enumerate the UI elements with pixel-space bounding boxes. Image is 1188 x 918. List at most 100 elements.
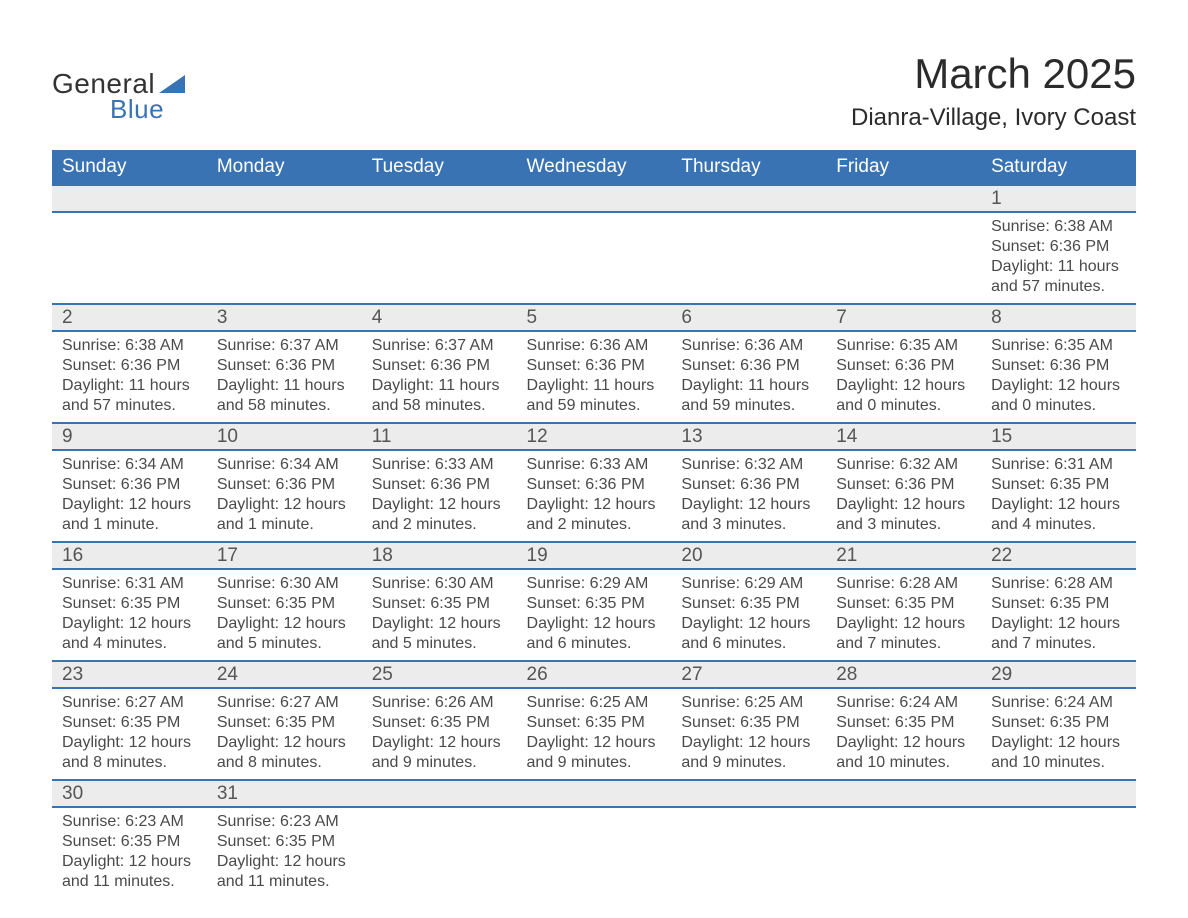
daylight-text: Daylight: 12 hours and 9 minutes. — [372, 733, 507, 773]
day-number-row: 9101112131415 — [52, 423, 1136, 450]
daylight-text: Daylight: 11 hours and 57 minutes. — [991, 257, 1126, 297]
day-number: 28 — [836, 664, 857, 685]
day-number: 9 — [62, 426, 73, 447]
day-number: 13 — [681, 426, 702, 447]
day-content-cell: Sunrise: 6:30 AMSunset: 6:35 PMDaylight:… — [362, 569, 517, 661]
day-number: 16 — [62, 545, 83, 566]
sunrise-text: Sunrise: 6:31 AM — [62, 574, 197, 594]
weekday-header: Tuesday — [362, 150, 517, 185]
day-number: 4 — [372, 307, 383, 328]
sunset-text: Sunset: 6:35 PM — [217, 594, 352, 614]
day-content-cell: Sunrise: 6:23 AMSunset: 6:35 PMDaylight:… — [207, 807, 362, 898]
day-number: 25 — [372, 664, 393, 685]
sunrise-text: Sunrise: 6:28 AM — [836, 574, 971, 594]
day-number-cell — [671, 185, 826, 212]
day-number: 8 — [991, 307, 1002, 328]
day-number: 6 — [681, 307, 692, 328]
day-number-cell: 22 — [981, 542, 1136, 569]
day-content-cell: Sunrise: 6:24 AMSunset: 6:35 PMDaylight:… — [826, 688, 981, 780]
day-number: 23 — [62, 664, 83, 685]
weekday-header: Thursday — [671, 150, 826, 185]
day-number-cell: 18 — [362, 542, 517, 569]
day-content-cell: Sunrise: 6:28 AMSunset: 6:35 PMDaylight:… — [826, 569, 981, 661]
weekday-header: Wednesday — [517, 150, 672, 185]
weekday-header: Friday — [826, 150, 981, 185]
sunset-text: Sunset: 6:36 PM — [217, 356, 352, 376]
sunset-text: Sunset: 6:36 PM — [836, 475, 971, 495]
day-number-cell: 6 — [671, 304, 826, 331]
day-number-cell — [362, 185, 517, 212]
sunset-text: Sunset: 6:35 PM — [991, 713, 1126, 733]
daylight-text: Daylight: 12 hours and 8 minutes. — [217, 733, 352, 773]
sunrise-text: Sunrise: 6:38 AM — [62, 336, 197, 356]
day-content-cell — [826, 807, 981, 898]
day-number: 29 — [991, 664, 1012, 685]
day-content-cell: Sunrise: 6:31 AMSunset: 6:35 PMDaylight:… — [981, 450, 1136, 542]
daylight-text: Daylight: 11 hours and 58 minutes. — [372, 376, 507, 416]
calendar-week: 23242526272829Sunrise: 6:27 AMSunset: 6:… — [52, 661, 1136, 780]
day-number-cell — [981, 780, 1136, 807]
day-number-cell: 1 — [981, 185, 1136, 212]
day-number: 22 — [991, 545, 1012, 566]
sunset-text: Sunset: 6:35 PM — [836, 594, 971, 614]
sunset-text: Sunset: 6:35 PM — [991, 475, 1126, 495]
sunrise-text: Sunrise: 6:35 AM — [991, 336, 1126, 356]
day-content-row: Sunrise: 6:27 AMSunset: 6:35 PMDaylight:… — [52, 688, 1136, 780]
sunrise-text: Sunrise: 6:23 AM — [62, 812, 197, 832]
sunset-text: Sunset: 6:35 PM — [527, 713, 662, 733]
day-content-cell: Sunrise: 6:27 AMSunset: 6:35 PMDaylight:… — [52, 688, 207, 780]
day-content-row: Sunrise: 6:34 AMSunset: 6:36 PMDaylight:… — [52, 450, 1136, 542]
location-subtitle: Dianra-Village, Ivory Coast — [851, 104, 1136, 132]
day-content-cell — [362, 807, 517, 898]
sunrise-text: Sunrise: 6:37 AM — [372, 336, 507, 356]
sunset-text: Sunset: 6:35 PM — [217, 713, 352, 733]
sunset-text: Sunset: 6:36 PM — [372, 356, 507, 376]
day-number-cell: 12 — [517, 423, 672, 450]
sunset-text: Sunset: 6:36 PM — [681, 475, 816, 495]
header: General Blue March 2025 Dianra-Village, … — [52, 50, 1136, 132]
day-number-cell: 7 — [826, 304, 981, 331]
day-number: 31 — [217, 783, 238, 804]
calendar-week: 3031Sunrise: 6:23 AMSunset: 6:35 PMDayli… — [52, 780, 1136, 898]
calendar-week: 9101112131415Sunrise: 6:34 AMSunset: 6:3… — [52, 423, 1136, 542]
daylight-text: Daylight: 12 hours and 9 minutes. — [527, 733, 662, 773]
day-number-cell: 21 — [826, 542, 981, 569]
day-number-cell: 27 — [671, 661, 826, 688]
day-number-cell: 3 — [207, 304, 362, 331]
daylight-text: Daylight: 12 hours and 10 minutes. — [991, 733, 1126, 773]
day-content-cell: Sunrise: 6:26 AMSunset: 6:35 PMDaylight:… — [362, 688, 517, 780]
logo-text-blue: Blue — [110, 94, 164, 125]
day-content-cell — [207, 212, 362, 304]
day-number-cell — [517, 185, 672, 212]
sunrise-text: Sunrise: 6:33 AM — [527, 455, 662, 475]
daylight-text: Daylight: 12 hours and 7 minutes. — [836, 614, 971, 654]
daylight-text: Daylight: 12 hours and 0 minutes. — [991, 376, 1126, 416]
day-number-cell — [362, 780, 517, 807]
day-content-cell: Sunrise: 6:32 AMSunset: 6:36 PMDaylight:… — [826, 450, 981, 542]
day-number-cell: 25 — [362, 661, 517, 688]
sunset-text: Sunset: 6:35 PM — [527, 594, 662, 614]
sunrise-text: Sunrise: 6:30 AM — [217, 574, 352, 594]
sunrise-text: Sunrise: 6:28 AM — [991, 574, 1126, 594]
sunrise-text: Sunrise: 6:36 AM — [681, 336, 816, 356]
sunset-text: Sunset: 6:36 PM — [217, 475, 352, 495]
day-number-row: 23242526272829 — [52, 661, 1136, 688]
day-content-cell: Sunrise: 6:38 AMSunset: 6:36 PMDaylight:… — [52, 331, 207, 423]
logo: General Blue — [52, 68, 185, 125]
day-content-row: Sunrise: 6:38 AMSunset: 6:36 PMDaylight:… — [52, 331, 1136, 423]
sunrise-text: Sunrise: 6:33 AM — [372, 455, 507, 475]
day-content-cell — [671, 212, 826, 304]
day-content-row: Sunrise: 6:23 AMSunset: 6:35 PMDaylight:… — [52, 807, 1136, 898]
day-content-cell: Sunrise: 6:30 AMSunset: 6:35 PMDaylight:… — [207, 569, 362, 661]
daylight-text: Daylight: 12 hours and 11 minutes. — [217, 852, 352, 892]
day-content-cell: Sunrise: 6:35 AMSunset: 6:36 PMDaylight:… — [826, 331, 981, 423]
daylight-text: Daylight: 12 hours and 11 minutes. — [62, 852, 197, 892]
sunrise-text: Sunrise: 6:29 AM — [681, 574, 816, 594]
sunrise-text: Sunrise: 6:25 AM — [681, 693, 816, 713]
day-number-cell — [671, 780, 826, 807]
day-content-cell: Sunrise: 6:36 AMSunset: 6:36 PMDaylight:… — [517, 331, 672, 423]
sunset-text: Sunset: 6:36 PM — [836, 356, 971, 376]
day-content-cell — [517, 807, 672, 898]
day-content-cell: Sunrise: 6:34 AMSunset: 6:36 PMDaylight:… — [52, 450, 207, 542]
day-content-row: Sunrise: 6:31 AMSunset: 6:35 PMDaylight:… — [52, 569, 1136, 661]
